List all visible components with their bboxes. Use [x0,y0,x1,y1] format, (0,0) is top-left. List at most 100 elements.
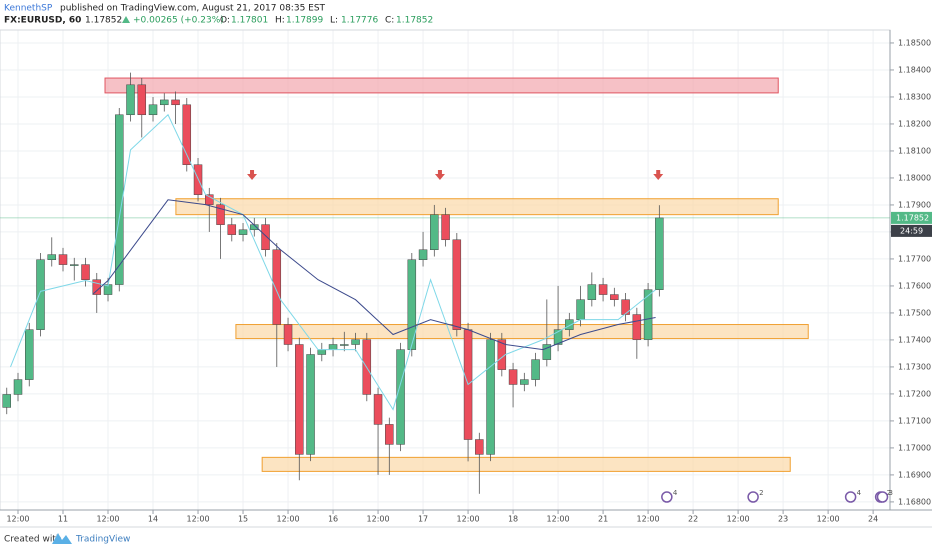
candle-body [565,319,574,330]
arrow [653,169,664,180]
candle-body [25,329,34,380]
current-price-label: 1.17852 [896,213,929,222]
x-tick-label: 12:00 [727,515,750,524]
candle-body [126,84,135,116]
candle-body [508,369,518,385]
candle-body [542,344,552,360]
candle-body [70,264,79,266]
x-tick-label: 18 [508,515,518,524]
ohlc: O: 1.17801 H: 1.17899 L: 1.17776 C: 1.17852 [220,16,433,26]
candle-body [385,424,394,445]
candle-body [430,214,439,251]
current-price-badge [891,211,932,224]
x-tick-label: 12:00 [367,515,390,524]
candle-body [598,284,608,295]
brand: TradingView [75,535,130,545]
arrow [434,169,445,180]
candle-body [171,99,180,106]
ohlc-label: H: [275,16,285,26]
y-tick-label: 1.18100 [898,146,931,155]
up-arrow [122,16,130,23]
symbol: FX:EURUSD, 60 [4,16,81,26]
candle-body [520,379,529,385]
candle-body [340,344,349,346]
x-tick-label: 12:00 [96,515,119,524]
candle-body [531,359,540,380]
y-tick-label: 1.17900 [898,200,931,209]
candle-body [587,284,597,300]
y-tick-label: 1.17200 [898,389,931,398]
author: KennethSP [4,4,53,14]
candle-body [205,194,214,205]
candle-body [351,339,360,345]
candle-body [486,339,495,455]
event-count: 2 [887,489,891,497]
candle-body [317,349,327,355]
candle-body [160,99,169,106]
ohlc-value: 1.17776 [341,16,378,26]
y-tick-label: 1.16800 [898,497,931,506]
candle-body [36,259,45,330]
ohlc-value: 1.17801 [231,16,268,26]
candle-body [418,249,428,260]
candle-body [216,204,225,225]
x-tick-label: 17 [418,515,428,524]
candle-body [632,314,642,340]
y-tick-label: 1.18400 [898,65,931,74]
candle-body [58,254,68,265]
ohlc-value: 1.17899 [286,16,323,26]
countdown: 24:59 [900,226,923,235]
y-tick-label: 1.17000 [898,443,931,452]
ohlc-value: 1.17852 [396,16,433,26]
zone [104,77,779,94]
y-tick-label: 1.17300 [898,362,931,371]
ohlc-label: C: [385,16,394,26]
y-tick-label: 1.17700 [898,254,931,263]
event-icon [747,491,759,503]
event-icon [876,491,889,503]
moving-average [92,199,656,351]
x-tick-label: 12:00 [6,515,29,524]
candle-body [13,379,23,395]
moving-average [10,113,656,411]
x-tick-label: 16 [328,515,338,524]
event-icon [844,491,857,503]
event-count: 4 [673,489,678,497]
y-tick-label: 1.18500 [898,38,931,47]
candle-body [621,299,630,315]
countdown-badge [891,224,932,237]
candle-body [373,394,383,425]
arrow [247,169,258,180]
x-tick-label: 12:00 [457,515,480,524]
zone [175,198,779,216]
zone [235,324,809,340]
x-tick-label: 12:00 [547,515,570,524]
x-tick-label: 12:00 [186,515,209,524]
candle-body [137,84,147,116]
y-tick-label: 1.17100 [898,416,931,425]
candle-body [396,349,405,445]
event-count: 3 [888,489,892,497]
x-tick-label: 21 [598,515,608,524]
x-tick-label: 22 [688,515,698,524]
candle-body [407,259,417,350]
created-with: Created with [4,535,62,545]
candle-body [328,344,338,350]
x-tick-label: 12:00 [277,515,300,524]
candle-body [261,224,270,251]
ohlc-label: L: [330,16,338,26]
candle-body [115,114,124,285]
candle-body [610,294,619,300]
change: +0.00265 (+0.23%) [133,16,224,26]
candle-body [92,279,102,295]
y-tick-label: 1.16900 [898,470,931,479]
publish-info: published on TradingView.com, August 21,… [60,4,326,14]
candle-body [452,239,462,330]
x-tick-label: 14 [148,515,158,524]
y-tick-label: 1.18300 [898,92,931,101]
candle-body [81,264,90,280]
candle-body [182,104,192,165]
candle-body [655,217,664,290]
